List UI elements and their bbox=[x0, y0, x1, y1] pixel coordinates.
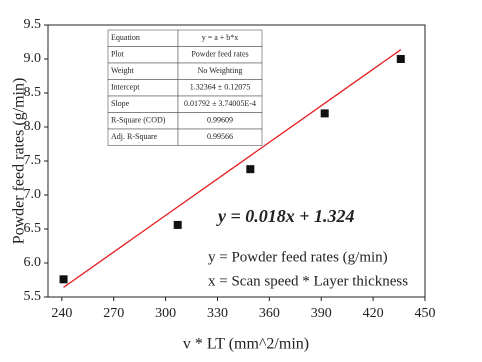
table-value: 0.01792 ± 3.74005E-4 bbox=[184, 99, 256, 108]
annotation: y = Powder feed rates (g/min) bbox=[208, 249, 388, 265]
x-axis-label: v * LT (mm^2/min) bbox=[183, 336, 309, 353]
table-value: No Weighting bbox=[198, 66, 243, 75]
x-tick-label: 420 bbox=[363, 306, 384, 321]
table-label: R-Square (COD) bbox=[111, 116, 166, 125]
x-tick-label: 390 bbox=[311, 306, 332, 321]
y-tick-label: 7.0 bbox=[24, 187, 42, 202]
fit-line bbox=[63, 49, 402, 288]
y-tick-label: 7.5 bbox=[24, 153, 42, 168]
y-tick-label: 8.5 bbox=[24, 85, 42, 100]
table-label: Equation bbox=[111, 33, 140, 42]
y-tick-label: 6.0 bbox=[24, 255, 42, 270]
data-point bbox=[396, 55, 405, 63]
y-tick-label: 9.5 bbox=[24, 17, 42, 32]
data-point bbox=[246, 165, 255, 174]
y-tick-label: 5.5 bbox=[24, 289, 42, 304]
x-tick-label: 450 bbox=[415, 306, 436, 321]
table-label: Plot bbox=[111, 50, 125, 59]
table-value: y = a + b*x bbox=[202, 33, 239, 42]
table-cell bbox=[177, 128, 263, 146]
table-label: Slope bbox=[111, 99, 130, 108]
fit-table: Equation y = a + b*x Plot Powder feed rates… bbox=[107, 29, 263, 146]
x-tick-label: 330 bbox=[207, 306, 228, 321]
table-value: 0.99566 bbox=[207, 132, 233, 141]
y-tick-label: 9.0 bbox=[24, 51, 42, 66]
annotation: x = Scan speed * Layer thickness bbox=[208, 273, 408, 289]
data-point bbox=[320, 109, 329, 118]
table-label: Intercept bbox=[111, 83, 140, 92]
y-tick-label: 6.5 bbox=[24, 221, 42, 236]
y-tick-label: 8.0 bbox=[24, 119, 42, 134]
x-tick-label: 300 bbox=[155, 306, 176, 321]
table-value: Powder feed rates bbox=[191, 50, 248, 59]
table-value: 0.99609 bbox=[207, 116, 233, 125]
data-point bbox=[59, 275, 68, 284]
x-tick-label: 360 bbox=[259, 306, 280, 321]
table-value: 1.32364 ± 0.12075 bbox=[190, 83, 250, 92]
y-axis-label: Powder feed rates (g/min) bbox=[11, 78, 28, 245]
x-tick-label: 240 bbox=[51, 306, 72, 321]
table-label: Adj. R-Square bbox=[111, 132, 158, 141]
data-point bbox=[173, 220, 182, 229]
x-tick-label: 270 bbox=[103, 306, 124, 321]
table-label: Weight bbox=[111, 66, 135, 75]
equation: y = 0.018x + 1.324 bbox=[216, 206, 355, 226]
